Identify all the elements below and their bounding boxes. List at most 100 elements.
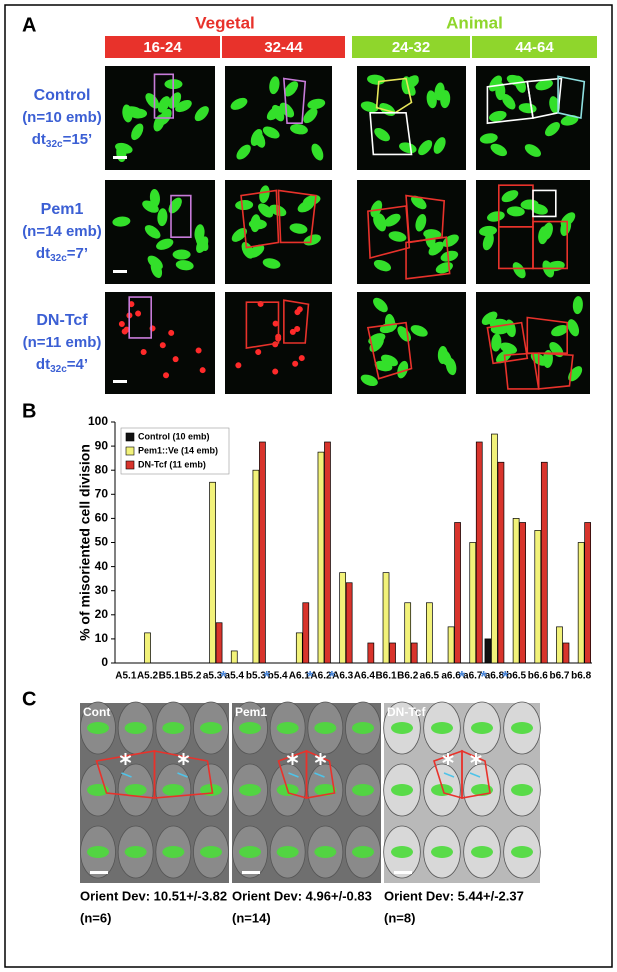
spindle [121,772,132,778]
bar [317,451,325,664]
x-tick-label: B6.2 [397,671,419,682]
bar [215,622,223,664]
nucleus [294,325,301,332]
bar [302,602,310,664]
nucleus [195,347,202,354]
nucleus [490,143,508,157]
nucleus [391,722,413,734]
nucleus [162,846,185,858]
annotation: * [329,669,336,686]
nucleus [239,846,261,858]
asterisk-mark [442,755,454,763]
asterisk-mark [119,755,132,763]
nucleus [373,297,388,313]
dt-main: dt [32,131,46,148]
micrograph [105,292,215,394]
nucleus [411,195,427,210]
stage-bar [105,36,220,58]
panel-label: B [22,400,36,422]
nucleus [279,102,295,118]
nucleus [253,130,266,148]
nucleus [303,108,318,124]
nucleus [259,185,270,204]
nucleus [397,360,409,379]
spindle [288,772,299,778]
row-label: DN-Tcf [36,312,88,329]
x-tick-label: a6.7 [463,671,483,682]
dt-main: dt [36,245,50,262]
nucleus [140,349,147,356]
nucleus [431,846,453,858]
annotation: * [459,669,466,686]
nucleus [352,846,374,858]
group-title: Animal [446,13,503,32]
cell-outline [153,73,174,119]
nucleus [162,722,185,734]
x-tick-label: A6.1 [289,671,311,682]
nucleus [135,310,142,317]
nucleus [131,123,144,141]
nucleus [568,366,583,382]
row-label: Control [34,87,91,104]
bar [577,542,585,664]
spindle [314,772,325,778]
bar [345,582,353,664]
nucleus [124,722,147,734]
bar [469,542,477,664]
legend-label: DN-Tcf (11 emb) [138,459,206,469]
nucleus [236,144,251,160]
y-tick-label: 90 [95,438,109,452]
row-dt: dt32c=7’ [36,245,88,264]
nucleus [512,262,526,279]
nucleus [370,200,383,218]
bar [209,481,216,664]
bar [389,642,396,664]
cell-outline [557,75,586,119]
cell-outline [532,189,557,218]
nucleus [231,227,247,242]
cell-outline [369,112,413,156]
y-tick-label: 30 [95,583,109,597]
cell-outline [532,220,569,270]
bar [475,441,483,664]
nucleus [163,372,170,379]
nucleus [487,211,505,222]
bar [295,632,303,664]
x-tick-label: A5.2 [137,671,159,682]
cell-outline [240,189,280,249]
x-tick-label: a6.5 [420,671,440,682]
dt-rest: =4’ [67,356,88,373]
nucleus [296,306,303,313]
x-tick-label: b6.6 [528,671,548,682]
dt-rest: =15’ [63,131,93,148]
row-n: (n=10 emb) [22,109,102,126]
nucleus [230,97,248,110]
x-tick-label: A6.3 [332,671,354,682]
x-tick-label: A5.1 [115,671,137,682]
nucleus [360,101,379,113]
annotation: * [480,669,487,686]
scale-bar [90,871,108,874]
nucleus [352,784,374,796]
x-tick-label: b6.8 [571,671,591,682]
cell-outline [366,321,413,380]
nucleus [124,784,147,796]
nucleus [157,208,168,227]
nucleus [410,325,428,337]
legend-swatch [125,460,135,470]
legend-swatch [125,446,135,456]
nucleus [428,241,444,256]
nucleus [284,81,299,97]
scale-bar [113,270,127,273]
annotation: * [264,669,271,686]
nucleus [276,846,299,858]
panel-label: A [22,14,36,36]
dt-main: dt [36,356,50,373]
x-tick-label: a6.6 [441,671,461,682]
cell-outline [128,296,152,339]
cell-outline [375,77,413,114]
annotation: * [502,669,509,686]
row-n: (n=11 emb) [23,334,102,351]
x-tick-label: A6.4 [354,671,376,682]
row-dt: dt32c=4’ [36,356,88,375]
